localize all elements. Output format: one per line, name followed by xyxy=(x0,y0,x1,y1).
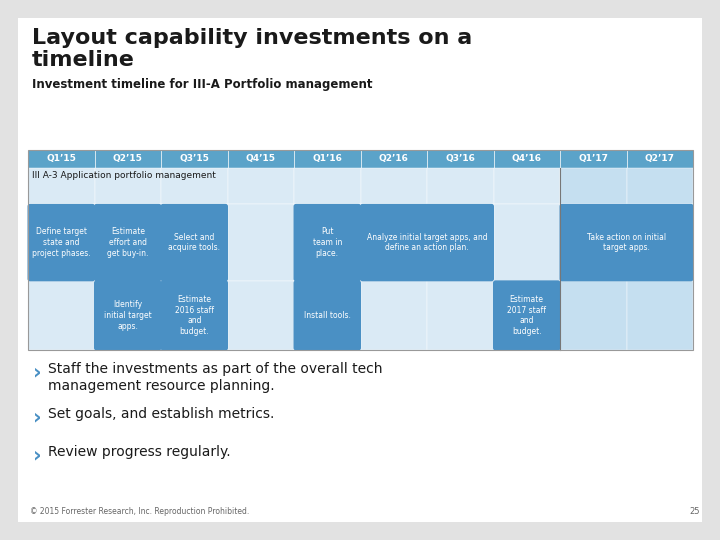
Text: ›: › xyxy=(33,445,42,465)
Text: Q4’16: Q4’16 xyxy=(512,154,541,164)
Bar xyxy=(560,281,626,350)
Text: Identify
initial target
apps.: Identify initial target apps. xyxy=(104,300,152,330)
FancyBboxPatch shape xyxy=(27,204,95,281)
Text: Q1’16: Q1’16 xyxy=(312,154,342,164)
Bar xyxy=(493,205,560,281)
Bar xyxy=(228,150,294,168)
Text: Q1’15: Q1’15 xyxy=(46,154,76,164)
Bar xyxy=(28,150,94,168)
Text: Select and
acquire tools.: Select and acquire tools. xyxy=(168,233,220,253)
Bar xyxy=(94,150,161,168)
Bar xyxy=(560,168,626,205)
FancyBboxPatch shape xyxy=(360,204,494,281)
Text: Review progress regularly.: Review progress regularly. xyxy=(48,445,230,459)
Bar xyxy=(94,168,161,205)
Text: III A-3 Application portfolio management: III A-3 Application portfolio management xyxy=(32,171,216,180)
Bar xyxy=(427,205,493,281)
Bar xyxy=(361,150,427,168)
Bar xyxy=(94,205,161,281)
Bar xyxy=(361,281,427,350)
Bar xyxy=(28,150,693,350)
FancyBboxPatch shape xyxy=(559,204,693,281)
Bar xyxy=(28,205,94,281)
Bar xyxy=(161,168,228,205)
Text: Q2’15: Q2’15 xyxy=(113,154,143,164)
Bar xyxy=(228,205,294,281)
Bar xyxy=(161,281,228,350)
Bar xyxy=(626,281,693,350)
Text: © 2015 Forrester Research, Inc. Reproduction Prohibited.: © 2015 Forrester Research, Inc. Reproduc… xyxy=(30,507,249,516)
Text: Put
team in
place.: Put team in place. xyxy=(312,227,342,258)
FancyBboxPatch shape xyxy=(294,280,361,350)
Text: ›: › xyxy=(33,407,42,427)
Text: Estimate
effort and
get buy-in.: Estimate effort and get buy-in. xyxy=(107,227,148,258)
Text: Install tools.: Install tools. xyxy=(304,311,351,320)
Text: Layout capability investments on a
timeline: Layout capability investments on a timel… xyxy=(32,28,472,70)
Text: Q3’15: Q3’15 xyxy=(179,154,210,164)
Bar xyxy=(228,281,294,350)
Text: Investment timeline for III-A Portfolio management: Investment timeline for III-A Portfolio … xyxy=(32,78,372,91)
Bar xyxy=(427,150,493,168)
Text: Staff the investments as part of the overall tech
management resource planning.: Staff the investments as part of the ove… xyxy=(48,362,382,393)
Bar xyxy=(294,281,361,350)
Bar xyxy=(294,205,361,281)
Bar xyxy=(560,150,626,168)
Bar xyxy=(361,205,427,281)
Bar xyxy=(94,281,161,350)
FancyBboxPatch shape xyxy=(94,280,161,350)
Bar xyxy=(493,281,560,350)
Text: Analyze initial target apps, and
define an action plan.: Analyze initial target apps, and define … xyxy=(366,233,487,253)
Bar xyxy=(626,150,693,168)
Bar xyxy=(161,205,228,281)
Text: Q4’15: Q4’15 xyxy=(246,154,276,164)
FancyBboxPatch shape xyxy=(161,204,228,281)
FancyBboxPatch shape xyxy=(161,280,228,350)
Bar xyxy=(294,150,361,168)
Bar xyxy=(427,168,493,205)
Text: Q3’16: Q3’16 xyxy=(445,154,475,164)
Text: Take action on initial
target apps.: Take action on initial target apps. xyxy=(587,233,666,253)
Bar xyxy=(161,150,228,168)
Text: 25: 25 xyxy=(690,507,700,516)
FancyBboxPatch shape xyxy=(294,204,361,281)
Text: Q2’17: Q2’17 xyxy=(644,154,675,164)
Bar xyxy=(28,281,94,350)
Text: ›: › xyxy=(33,362,42,382)
Bar xyxy=(493,150,560,168)
Text: Estimate
2017 staff
and
budget.: Estimate 2017 staff and budget. xyxy=(508,295,546,336)
Text: Estimate
2016 staff
and
budget.: Estimate 2016 staff and budget. xyxy=(175,295,214,336)
Text: Define target
state and
project phases.: Define target state and project phases. xyxy=(32,227,91,258)
Bar xyxy=(493,168,560,205)
FancyBboxPatch shape xyxy=(94,204,161,281)
Text: Set goals, and establish metrics.: Set goals, and establish metrics. xyxy=(48,407,274,421)
FancyBboxPatch shape xyxy=(493,280,560,350)
Bar xyxy=(361,168,427,205)
Bar xyxy=(560,205,626,281)
Bar xyxy=(626,205,693,281)
Bar xyxy=(228,168,294,205)
Text: Q2’16: Q2’16 xyxy=(379,154,409,164)
Bar xyxy=(626,168,693,205)
Bar xyxy=(294,168,361,205)
Text: Q1’17: Q1’17 xyxy=(578,154,608,164)
Bar xyxy=(427,281,493,350)
Bar xyxy=(28,168,94,205)
